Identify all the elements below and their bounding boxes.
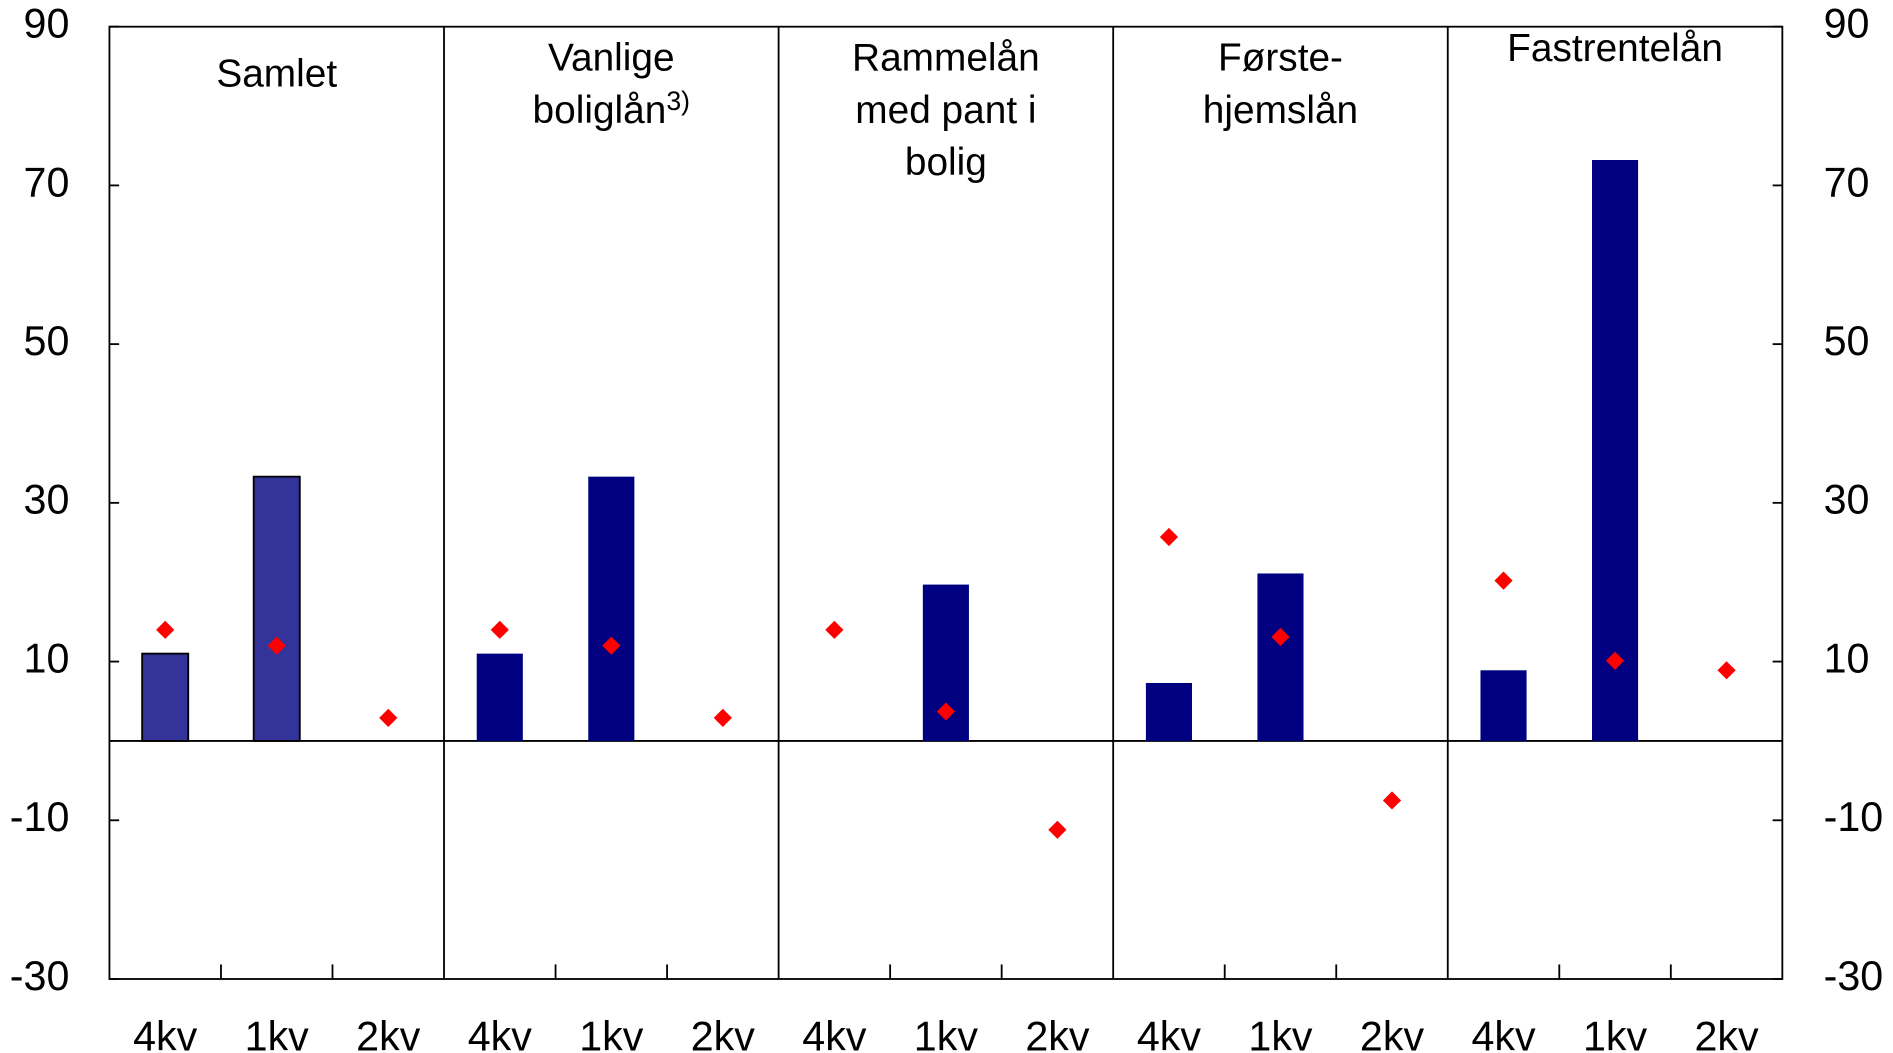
panel-title-text: boliglån — [533, 89, 667, 132]
y2-tick-label: 90 — [1824, 1, 1870, 47]
x-tick-label: 4kv — [133, 1014, 198, 1053]
panel-title: Første- — [1218, 37, 1343, 80]
panel-title-text: hjemslån — [1203, 89, 1358, 132]
x-tick-label: 1kv — [245, 1014, 310, 1053]
panel-title-text: Rammelån — [852, 37, 1040, 80]
panel-title: Samlet — [216, 53, 337, 96]
marker — [490, 620, 509, 639]
x-tick-label: 4kv — [468, 1014, 533, 1053]
x-tick-label: 1kv — [914, 1014, 979, 1053]
x-tick-label: 2kv — [1025, 1014, 1090, 1053]
panel-title: Rammelån — [852, 37, 1040, 80]
y-tick-label: 50 — [24, 318, 70, 364]
marker — [1271, 627, 1290, 647]
marker — [1494, 571, 1513, 590]
x-tick-label: 4kv — [802, 1014, 867, 1053]
marker — [713, 708, 732, 728]
marker — [379, 708, 398, 728]
marker — [156, 620, 175, 639]
bar — [476, 653, 523, 741]
panel-title: bolig — [905, 141, 987, 184]
marker — [1159, 527, 1179, 547]
x-tick-label: 2kv — [356, 1014, 421, 1053]
marker — [1717, 661, 1736, 680]
panel-title-text: bolig — [905, 141, 987, 184]
y-tick-label: 10 — [24, 635, 70, 681]
bar — [252, 475, 301, 742]
panel-title: Fastrentelån — [1507, 27, 1723, 70]
panel-superscript: 3) — [666, 86, 690, 116]
panel-title-text: Fastrentelån — [1507, 27, 1723, 70]
marker — [1382, 791, 1402, 810]
y2-tick-label: 10 — [1824, 635, 1870, 681]
panel-title-text: Første- — [1218, 37, 1343, 80]
x-tick-label: 1kv — [1248, 1014, 1313, 1053]
y-tick-label: 30 — [24, 477, 70, 523]
x-tick-label: 1kv — [579, 1014, 644, 1053]
bar — [1592, 160, 1639, 741]
marker — [1048, 820, 1067, 839]
y2-tick-label: 50 — [1824, 318, 1870, 364]
y-tick-label: -10 — [10, 794, 70, 840]
panel-title: Vanlige — [548, 37, 675, 80]
bar — [588, 476, 635, 741]
marker — [825, 620, 844, 639]
bar — [1257, 573, 1304, 741]
bar — [1480, 670, 1527, 741]
x-tick-label: 2kv — [1694, 1014, 1759, 1053]
panel-title-text: Samlet — [216, 53, 337, 96]
marker — [936, 702, 955, 721]
y-tick-label: 90 — [24, 1, 70, 47]
x-tick-label: 4kv — [1471, 1014, 1536, 1053]
y-tick-label: -30 — [10, 953, 70, 999]
y2-tick-label: -10 — [1824, 794, 1884, 840]
bar — [141, 652, 190, 742]
panel-title: hjemslån — [1203, 89, 1358, 132]
y2-tick-label: 30 — [1824, 477, 1870, 523]
x-tick-label: 2kv — [691, 1014, 756, 1053]
y2-tick-label: 70 — [1824, 159, 1870, 205]
x-tick-label: 4kv — [1137, 1014, 1202, 1053]
panel-title-text: Vanlige — [548, 37, 675, 80]
bar — [1145, 682, 1192, 741]
panel-title: boliglån3) — [533, 86, 691, 132]
panel-title: med pant i — [855, 89, 1036, 132]
y2-tick-label: -30 — [1824, 953, 1884, 999]
y-tick-label: 70 — [24, 159, 70, 205]
panel-title-text: med pant i — [855, 89, 1036, 132]
marker — [602, 636, 621, 655]
x-tick-label: 1kv — [1583, 1014, 1648, 1053]
x-tick-label: 2kv — [1360, 1014, 1425, 1053]
marker — [267, 636, 286, 655]
marker — [1605, 651, 1625, 670]
